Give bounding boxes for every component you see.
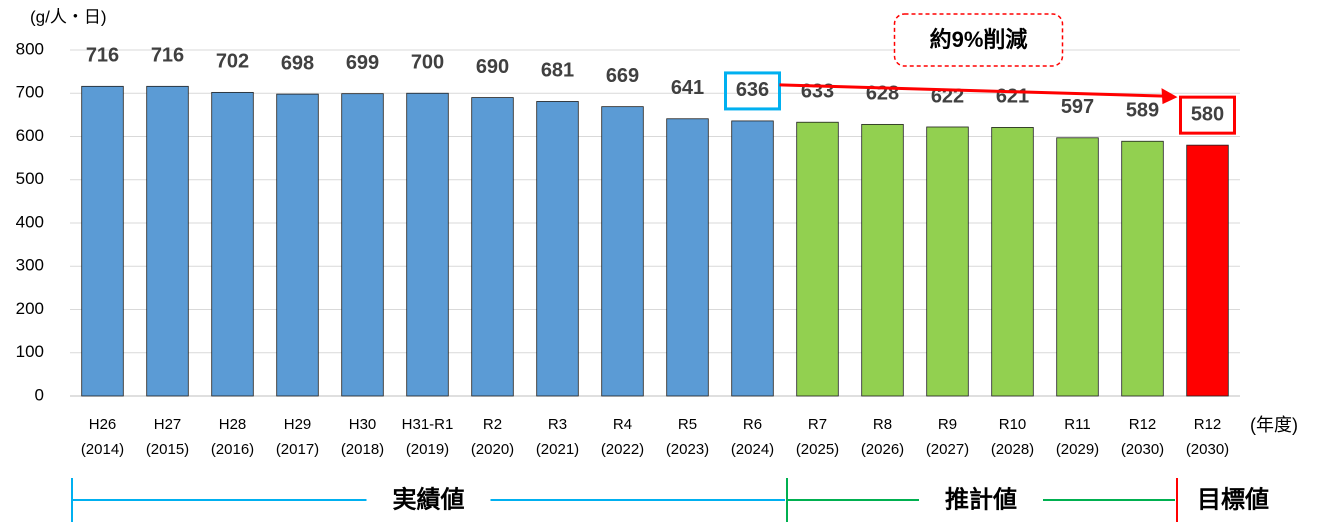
x-tick-label: H26	[89, 416, 117, 433]
period-label: 推計値	[945, 485, 1017, 513]
data-label: 636	[736, 79, 769, 101]
bar	[471, 97, 514, 397]
x-tick-label: (2015)	[146, 441, 189, 458]
x-tick-label: (2019)	[406, 441, 449, 458]
y-tick-label: 100	[16, 342, 44, 361]
data-label: 699	[346, 52, 379, 74]
data-label: 621	[996, 86, 1029, 108]
x-tick-label: (2027)	[926, 441, 969, 458]
x-tick-label: R11	[1064, 416, 1090, 433]
x-tick-label: H30	[349, 416, 377, 433]
x-tick-label: R12	[1129, 416, 1157, 433]
x-tick-label: (2024)	[731, 441, 774, 458]
x-tick-label: (2021)	[536, 441, 579, 458]
x-tick-label: R2	[483, 416, 502, 433]
data-label: 690	[476, 56, 509, 78]
y-tick-label: 300	[16, 256, 44, 275]
x-tick-label: (2017)	[276, 441, 319, 458]
x-tick-label: H29	[284, 416, 312, 433]
x-tick-label: (2030)	[1121, 441, 1164, 458]
x-tick-label: R6	[743, 416, 762, 433]
annotation: 約9%削減	[930, 27, 1028, 52]
x-axis-label: (年度)	[1250, 415, 1298, 435]
data-label: 589	[1126, 100, 1159, 122]
y-tick-label: 800	[16, 39, 44, 58]
y-tick-label: 200	[16, 299, 44, 318]
data-label: 681	[541, 60, 574, 82]
data-label: 716	[86, 45, 119, 67]
y-tick-label: 600	[16, 126, 44, 145]
data-label: 633	[801, 81, 834, 103]
label-box	[1179, 95, 1236, 135]
x-tick-label: (2026)	[861, 441, 904, 458]
data-label: 628	[866, 83, 899, 105]
data-label: 669	[606, 65, 639, 87]
x-tick-label: R9	[938, 416, 957, 433]
label-box	[724, 71, 781, 111]
x-tick-label: (2018)	[341, 441, 384, 458]
data-label: 580	[1191, 103, 1224, 125]
data-label: 716	[151, 45, 184, 67]
bar	[81, 85, 124, 397]
x-tick-label: (2020)	[471, 441, 514, 458]
x-tick-label: R3	[548, 416, 567, 433]
annotation-box	[893, 13, 1064, 67]
x-tick-label: H28	[219, 416, 247, 433]
bar	[796, 121, 839, 397]
x-tick-label: R10	[999, 416, 1027, 433]
bar	[926, 126, 969, 397]
bar	[211, 91, 254, 397]
x-tick-label: (2028)	[991, 441, 1034, 458]
x-tick-label: H31-R1	[402, 416, 454, 433]
period-label: 目標値	[1197, 486, 1269, 513]
period-label: 実績値	[393, 485, 465, 513]
bar	[666, 118, 709, 397]
bar	[341, 93, 384, 397]
arrow-head	[1161, 88, 1178, 105]
data-label: 641	[671, 77, 704, 99]
data-label: 702	[216, 51, 249, 73]
x-tick-label: R8	[873, 416, 892, 433]
bar	[146, 85, 189, 397]
trend-arrow	[779, 83, 1166, 98]
x-tick-label: (2016)	[211, 441, 254, 458]
x-tick-label: (2029)	[1056, 441, 1099, 458]
data-label: 700	[411, 52, 444, 74]
y-tick-label: 400	[16, 212, 44, 231]
y-tick-label: 0	[35, 385, 44, 404]
bar	[601, 106, 644, 397]
x-tick-label: (2023)	[666, 441, 709, 458]
bar	[731, 120, 774, 397]
y-tick-label: 700	[16, 83, 44, 102]
bar	[1186, 144, 1229, 397]
bar	[276, 93, 319, 397]
data-label: 698	[281, 52, 314, 74]
x-tick-label: (2030)	[1186, 441, 1229, 458]
bar	[861, 123, 904, 397]
x-tick-label: R5	[678, 416, 697, 433]
y-axis-label: (g/人・日)	[30, 7, 107, 26]
x-tick-label: (2025)	[796, 441, 839, 458]
x-tick-label: R7	[808, 416, 827, 433]
x-tick-label: H27	[154, 416, 182, 433]
x-tick-label: R12	[1194, 416, 1222, 433]
x-tick-label: R4	[613, 416, 632, 433]
x-tick-label: (2014)	[81, 441, 124, 458]
bar	[1056, 137, 1099, 397]
bar	[406, 92, 449, 397]
bar	[991, 127, 1034, 397]
bar	[536, 101, 579, 397]
bar	[1121, 140, 1164, 397]
x-tick-label: (2022)	[601, 441, 644, 458]
data-label: 597	[1061, 96, 1094, 118]
y-tick-label: 500	[16, 169, 44, 188]
